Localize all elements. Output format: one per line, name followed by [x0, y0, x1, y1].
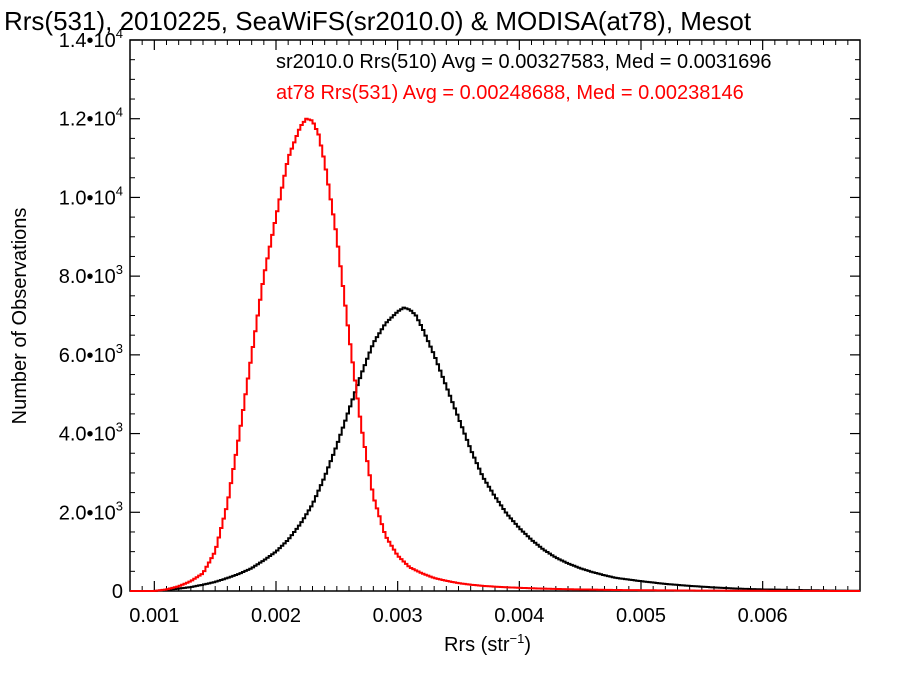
y-tick-label-mantissa: 2.0•10 — [59, 502, 116, 524]
y-tick-label-exponent: 4 — [116, 183, 123, 198]
series-group — [130, 117, 860, 592]
y-tick-label-mantissa: 1.4•10 — [59, 30, 116, 52]
y-tick-label-mantissa: 6.0•10 — [59, 345, 116, 367]
y-axis-ticks: 02.0•1034.0•1036.0•1038.0•1031.0•1041.2•… — [59, 26, 860, 603]
series-black-histogram — [130, 306, 860, 592]
x-axis-ticks: 0.001 0.002 0.003 0.004 0.005 0.006 — [129, 40, 861, 627]
y-tick-label-exponent: 3 — [116, 262, 123, 277]
y-tick-label: 1.0•104 — [59, 183, 123, 209]
y-tick-label: 2.0•103 — [59, 498, 123, 524]
x-tick-label: 0.004 — [494, 605, 544, 627]
y-tick-label-exponent: 3 — [116, 341, 123, 356]
x-axis-label-close: ) — [524, 634, 531, 656]
y-tick-label-mantissa: 0 — [112, 581, 123, 603]
y-tick-label: 1.2•104 — [59, 105, 123, 131]
y-tick-label: 6.0•103 — [59, 341, 123, 367]
x-tick-label: 0.005 — [616, 605, 666, 627]
y-tick-label: 0 — [112, 581, 123, 603]
x-axis-label-text: Rrs (str — [444, 634, 510, 656]
x-tick-label: 0.002 — [251, 605, 301, 627]
x-tick-label: 0.001 — [129, 605, 179, 627]
y-tick-label-mantissa: 1.2•10 — [59, 109, 116, 131]
plot-frame — [129, 39, 861, 592]
x-axis-label: Rrs (str−1) — [444, 631, 531, 656]
annotation-red-stats: at78 Rrs(531) Avg = 0.00248688, Med = 0.… — [276, 82, 744, 104]
series-red-histogram — [130, 117, 860, 592]
y-tick-label-mantissa: 8.0•10 — [59, 266, 116, 288]
y-tick-label-mantissa: 4.0•10 — [59, 424, 116, 446]
x-axis-label-superscript: −1 — [510, 631, 525, 646]
x-tick-label: 0.003 — [373, 605, 423, 627]
y-tick-label-exponent: 3 — [116, 420, 123, 435]
plot-area-border — [129, 39, 861, 592]
annotation-black-stats: sr2010.0 Rrs(510) Avg = 0.00327583, Med … — [276, 51, 772, 73]
y-tick-label: 4.0•103 — [59, 420, 123, 446]
x-tick-label: 0.006 — [738, 605, 788, 627]
y-tick-label: 1.4•104 — [59, 26, 123, 52]
y-tick-label-exponent: 4 — [116, 105, 123, 120]
y-tick-label-exponent: 3 — [116, 498, 123, 513]
y-tick-label: 8.0•103 — [59, 262, 123, 288]
chart-title: Rrs(531), 2010225, SeaWiFS(sr2010.0) & M… — [4, 6, 752, 36]
y-tick-label-mantissa: 1.0•10 — [59, 187, 116, 209]
y-axis-label: Number of Observations — [9, 208, 31, 425]
y-tick-label-exponent: 4 — [116, 26, 123, 41]
